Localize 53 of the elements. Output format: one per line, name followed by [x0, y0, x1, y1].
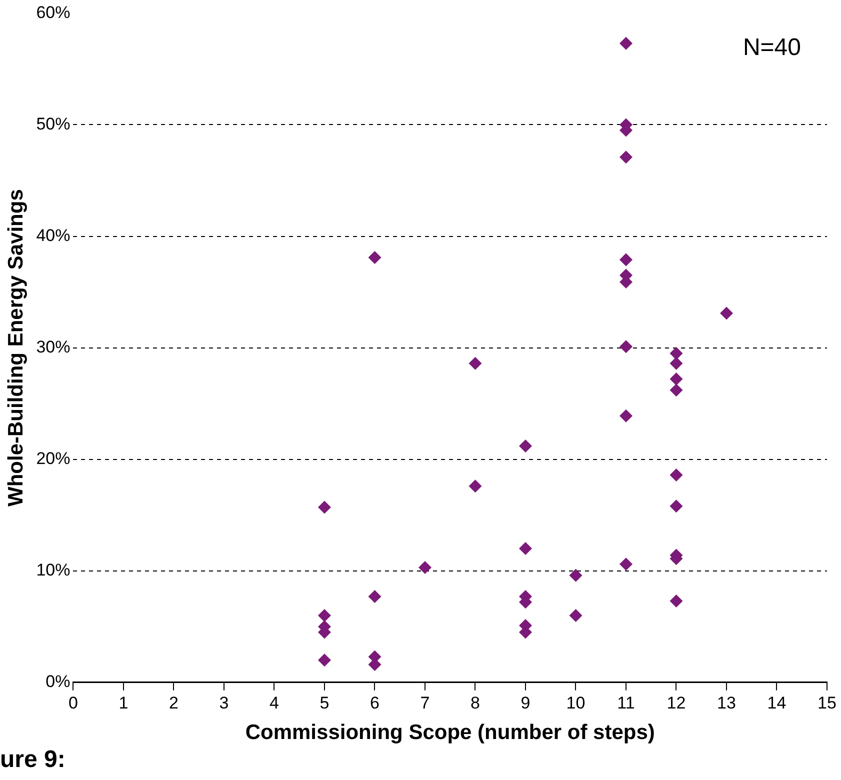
- x-tick-label: 3: [219, 693, 229, 712]
- point: [619, 150, 632, 164]
- point: [318, 500, 331, 514]
- point: [670, 500, 683, 513]
- point: [318, 654, 331, 667]
- point: [619, 36, 632, 50]
- x-tick-label: 0: [68, 693, 78, 712]
- y-tick-label: 40%: [36, 226, 70, 245]
- point: [418, 561, 432, 574]
- point: [619, 409, 632, 422]
- point: [619, 253, 632, 266]
- point: [670, 356, 683, 370]
- point: [368, 590, 382, 604]
- x-tick-label: 6: [370, 693, 380, 712]
- point: [670, 384, 683, 397]
- point: [720, 306, 733, 320]
- x-tick-label: 9: [520, 693, 530, 712]
- x-tick-label: 7: [420, 693, 430, 712]
- x-tick-label: 13: [717, 693, 736, 712]
- point: [569, 568, 582, 582]
- x-tick-label: 10: [566, 693, 586, 712]
- point: [670, 468, 683, 482]
- point: [670, 594, 683, 608]
- y-tick-label: 20%: [36, 449, 70, 468]
- x-tick-label: 11: [617, 693, 635, 712]
- annotation: N=40: [742, 34, 801, 62]
- y-tick-label: 50%: [36, 114, 70, 134]
- x-tick-label: 4: [269, 693, 279, 712]
- point: [518, 439, 532, 452]
- point: [468, 356, 482, 370]
- point: [670, 372, 683, 386]
- point: [368, 250, 382, 264]
- x-tick-label: 1: [118, 693, 128, 712]
- point: [569, 608, 582, 622]
- x-tick-label: 14: [767, 693, 786, 712]
- point: [619, 340, 632, 354]
- y-tick-label: 10%: [36, 560, 70, 580]
- point: [670, 346, 683, 360]
- x-tick-label: 8: [470, 693, 480, 712]
- point: [318, 608, 331, 622]
- x-axis-title: Commissioning Scope (number of steps): [245, 721, 655, 744]
- text: ure 9:: [0, 746, 66, 774]
- x-tick-label: 2: [168, 693, 178, 712]
- y-axis-title: Whole-Building Energy Savings: [4, 189, 28, 506]
- x-tick-label: 15: [818, 693, 836, 712]
- x-tick-label: 12: [666, 693, 686, 712]
- point: [518, 542, 532, 556]
- x-tick-label: 5: [320, 693, 330, 712]
- point: [619, 558, 632, 571]
- y-tick-label: 30%: [36, 337, 70, 356]
- y-tick-label: 0%: [46, 672, 70, 692]
- y-tick-label: 60%: [36, 2, 70, 22]
- point: [468, 480, 482, 493]
